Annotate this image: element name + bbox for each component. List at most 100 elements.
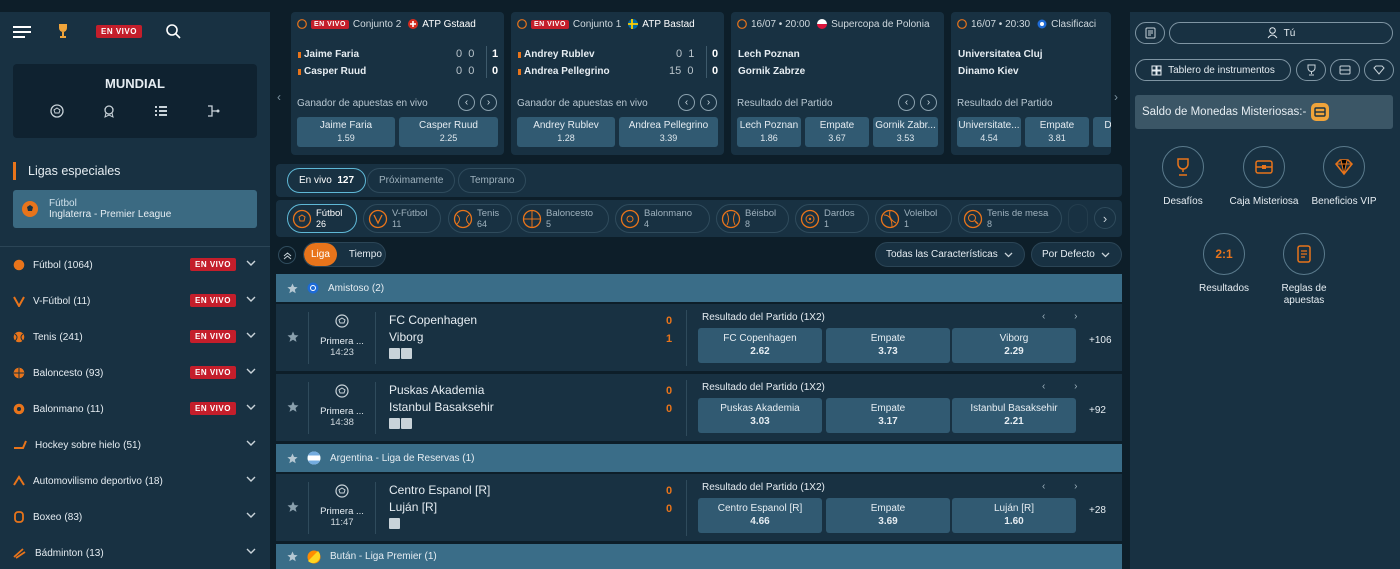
tab-upcoming[interactable]: Próximamente <box>367 168 456 193</box>
sport-filter-tenis-de-mesa[interactable]: Tenis de mesa 8 <box>958 204 1062 233</box>
sport-filter-baloncesto[interactable]: Baloncesto 5 <box>517 204 609 233</box>
chevron-left-icon[interactable]: ‹ <box>277 90 281 104</box>
toggle-tiempo[interactable]: Tiempo <box>348 249 382 260</box>
match-card[interactable]: EN VIVO Conjunto 2 ATP Gstaad Jaime Fari… <box>291 12 504 155</box>
league-header[interactable]: Amistoso (2) <box>276 274 1122 302</box>
results-item[interactable]: 2:1 Resultados <box>1184 233 1264 294</box>
sport-filter-futbol[interactable]: Fútbol 26 <box>287 204 357 233</box>
market-nav[interactable]: ‹ › <box>1042 481 1091 492</box>
odds-button[interactable]: Gornik Zabr... 3.53 <box>873 117 938 147</box>
odds-button[interactable]: Puskas Akademia 3.03 <box>698 398 822 433</box>
market-nav[interactable]: ‹ › <box>1042 381 1091 392</box>
event-row[interactable]: Primera ... 11:47 Centro Espanol [R] Luj… <box>276 474 1122 541</box>
league-header[interactable]: Bután - Liga Premier (1) <box>276 544 1122 569</box>
sport-item-automovilismo[interactable]: Automovilismo deportivo (18) <box>0 463 270 499</box>
stats-icon[interactable] <box>389 518 400 529</box>
chevron-down-icon[interactable] <box>246 512 256 518</box>
coin-box-icon[interactable] <box>1310 102 1330 122</box>
odds-button[interactable]: Empate 3.67 <box>805 117 869 147</box>
chevron-down-icon[interactable] <box>246 476 256 482</box>
ball-icon[interactable] <box>50 104 64 118</box>
odds-button[interactable]: Andrey Rublev 1.28 <box>517 117 615 147</box>
toggle-liga[interactable]: Liga <box>304 243 337 266</box>
chevron-left-icon[interactable]: ‹ <box>678 94 695 111</box>
odds-button[interactable]: Empate 3.17 <box>826 398 950 433</box>
live-button[interactable]: EN VIVO <box>96 25 142 38</box>
sport-item-balonmano[interactable]: Balonmano (11) EN VIVO <box>0 391 270 427</box>
sport-filter-beisbol[interactable]: Béisbol 8 <box>716 204 789 233</box>
chevron-down-icon[interactable] <box>246 440 256 446</box>
dashboard-button[interactable]: Tablero de instrumentos <box>1135 59 1291 81</box>
more-markets[interactable]: +106 <box>1089 335 1112 346</box>
tab-early[interactable]: Temprano <box>458 168 527 193</box>
event-row[interactable]: Primera ... 14:38 Puskas Akademia Istanb… <box>276 374 1122 441</box>
odds-button[interactable]: Empate 3.69 <box>826 498 950 533</box>
betslip-icon[interactable] <box>1135 22 1165 44</box>
menu-icon[interactable] <box>13 25 31 39</box>
odds-button[interactable]: Casper Ruud 2.25 <box>399 117 498 147</box>
search-icon[interactable] <box>166 24 181 39</box>
vip-benefits-item[interactable]: Beneficios VIP <box>1304 146 1384 207</box>
chevron-right-icon[interactable]: › <box>920 94 937 111</box>
more-markets[interactable]: +28 <box>1089 505 1106 516</box>
chevron-down-icon[interactable] <box>246 548 256 554</box>
sport-filter-dardos[interactable]: Dardos 1 <box>795 204 869 233</box>
sport-filter-tenis[interactable]: Tenis 64 <box>448 204 512 233</box>
collapse-all-icon[interactable] <box>278 246 296 264</box>
odds-button[interactable]: Lech Poznan 1.86 <box>737 117 801 147</box>
event-row[interactable]: Primera ... 14:23 FC Copenhagen Viborg 0… <box>276 304 1122 371</box>
trophy-icon[interactable] <box>1296 59 1326 81</box>
sort-dropdown[interactable]: Por Defecto <box>1031 242 1122 267</box>
mystery-box-icon[interactable] <box>1330 59 1360 81</box>
sport-item-badminton[interactable]: Bádminton (13) <box>0 535 270 569</box>
star-icon[interactable] <box>287 453 298 464</box>
match-card[interactable]: 16/07 • 20:00 Supercopa de Polonia Lech … <box>731 12 944 155</box>
odds-button[interactable]: Centro Espanol [R] 4.66 <box>698 498 822 533</box>
chevron-right-icon[interactable]: › <box>1094 207 1116 229</box>
chevron-left-icon[interactable]: ‹ <box>898 94 915 111</box>
sport-filter-more[interactable] <box>1068 204 1088 233</box>
odds-button[interactable]: Luján [R] 1.60 <box>952 498 1076 533</box>
sport-item-boxeo[interactable]: Boxeo (83) <box>0 499 270 535</box>
star-icon[interactable] <box>287 401 299 413</box>
bracket-icon[interactable] <box>206 104 220 118</box>
user-button[interactable]: Tú <box>1169 22 1393 44</box>
sport-item-hockey[interactable]: Hockey sobre hielo (51) <box>0 427 270 463</box>
medal-icon[interactable] <box>102 104 116 118</box>
betting-rules-item[interactable]: Reglas de apuestas <box>1264 233 1344 307</box>
odds-button[interactable]: D <box>1093 117 1111 147</box>
more-markets[interactable]: +92 <box>1089 405 1106 416</box>
chevron-right-icon[interactable]: › <box>1114 90 1118 104</box>
odds-button[interactable]: FC Copenhagen 2.62 <box>698 328 822 363</box>
chevron-right-icon[interactable]: › <box>700 94 717 111</box>
sport-item-tenis[interactable]: Tenis (241) EN VIVO <box>0 319 270 355</box>
chevron-down-icon[interactable] <box>246 368 256 374</box>
odds-button[interactable]: Istanbul Basaksehir 2.21 <box>952 398 1076 433</box>
odds-button[interactable]: Andrea Pellegrino 3.39 <box>619 117 718 147</box>
sport-filter-v-futbol[interactable]: V-Fútbol 11 <box>363 204 441 233</box>
market-nav[interactable]: ‹ › <box>1042 311 1091 322</box>
star-icon[interactable] <box>287 283 298 294</box>
chevron-down-icon[interactable] <box>246 404 256 410</box>
stats-icon[interactable] <box>389 418 412 429</box>
chevron-down-icon[interactable] <box>246 296 256 302</box>
odds-button[interactable]: Universitate... 4.54 <box>957 117 1021 147</box>
star-icon[interactable] <box>287 331 299 343</box>
sport-item-v-futbol[interactable]: V-Fútbol (11) EN VIVO <box>0 283 270 319</box>
league-header[interactable]: Argentina - Liga de Reservas (1) <box>276 444 1122 472</box>
chevron-right-icon[interactable]: › <box>480 94 497 111</box>
stats-icon[interactable] <box>389 348 412 359</box>
special-league-card[interactable]: Fútbol Inglaterra - Premier League <box>13 190 257 228</box>
odds-button[interactable]: Jaime Faria 1.59 <box>297 117 395 147</box>
star-icon[interactable] <box>287 551 298 562</box>
sport-item-futbol[interactable]: Fútbol (1064) EN VIVO <box>0 247 270 283</box>
chevron-down-icon[interactable] <box>246 260 256 266</box>
match-card[interactable]: 16/07 • 20:30 Clasificaci Universitatea … <box>951 12 1111 155</box>
match-card[interactable]: EN VIVO Conjunto 1 ATP Bastad Andrey Rub… <box>511 12 724 155</box>
mystery-box-item[interactable]: Caja Misteriosa <box>1224 146 1304 207</box>
list-icon[interactable] <box>154 104 168 118</box>
tab-live[interactable]: En vivo 127 <box>287 168 367 193</box>
features-dropdown[interactable]: Todas las Características <box>875 242 1025 267</box>
odds-button[interactable]: Viborg 2.29 <box>952 328 1076 363</box>
odds-button[interactable]: Empate 3.81 <box>1025 117 1089 147</box>
